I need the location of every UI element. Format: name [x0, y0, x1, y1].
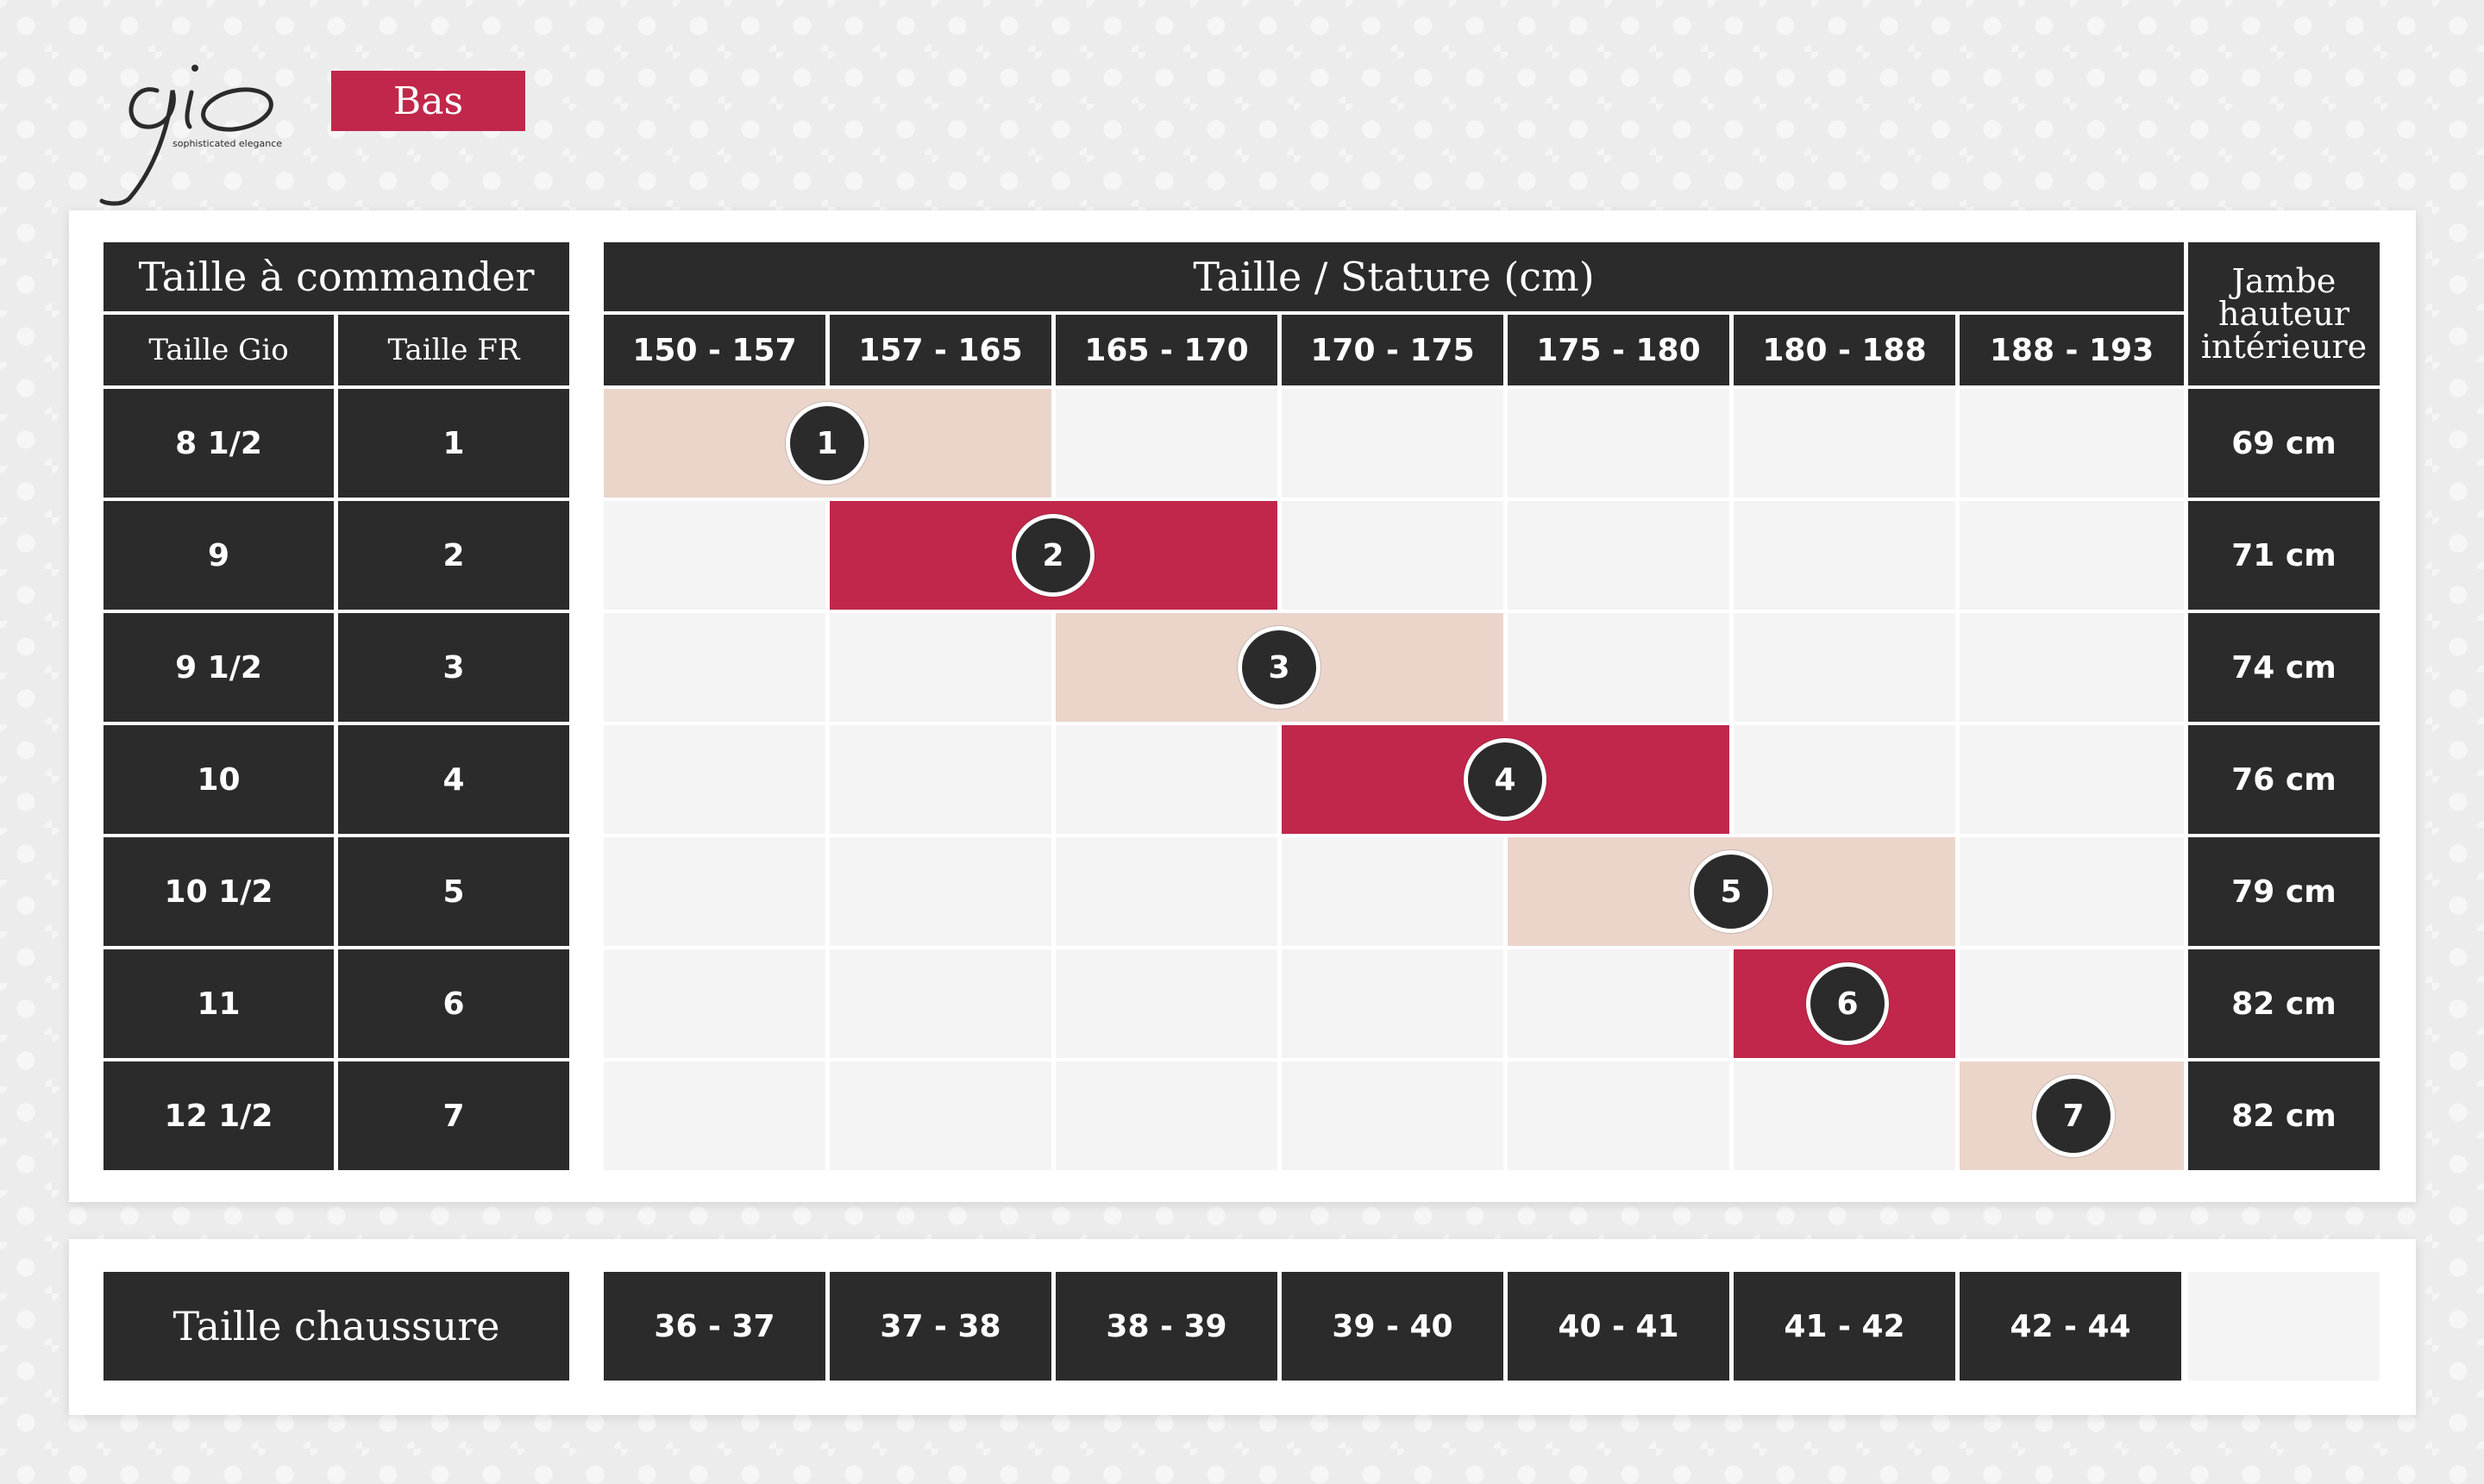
size-badge: 7: [2032, 1074, 2115, 1157]
shoe-empty-cell: [2188, 1272, 2380, 1381]
grid-cell: [1056, 725, 1277, 834]
grid-cell: [1960, 613, 2184, 722]
order-size-header: Taille à commander: [104, 242, 569, 311]
stature-range-3: 165 - 170: [1056, 315, 1277, 385]
stature-range-7: 188 - 193: [1960, 315, 2184, 385]
brand-tagline: sophisticated elegance: [172, 138, 283, 149]
fr-size-cell: 1: [338, 389, 569, 498]
fr-size-header: Taille FR: [338, 315, 569, 385]
inseam-cell: 71 cm: [2188, 501, 2380, 610]
inseam-cell: 74 cm: [2188, 613, 2380, 722]
grid-cell: [1508, 389, 1729, 498]
grid-cell: [604, 1061, 825, 1170]
stature-header: Taille / Stature (cm): [604, 242, 2184, 311]
stature-range-5: 175 - 180: [1508, 315, 1729, 385]
inseam-header: Jambe hauteur intérieure: [2188, 242, 2380, 385]
shoe-size-cell: 38 - 39: [1056, 1272, 1277, 1381]
gio-size-cell: 9: [104, 501, 334, 610]
grid-cell: [604, 501, 825, 610]
inseam-header-line-3: intérieure: [2200, 328, 2368, 366]
shoe-size-cell: 39 - 40: [1282, 1272, 1503, 1381]
grid-cell: [1508, 949, 1729, 1058]
inseam-cell: 82 cm: [2188, 949, 2380, 1058]
grid-cell: [1282, 837, 1503, 946]
grid-cell: [604, 837, 825, 946]
fr-size-cell: 2: [338, 501, 569, 610]
shoe-size-cell: 41 - 42: [1734, 1272, 1955, 1381]
stature-range-4: 170 - 175: [1282, 315, 1503, 385]
inseam-cell: 69 cm: [2188, 389, 2380, 498]
grid-cell: [1508, 1061, 1729, 1170]
inseam-cell: 79 cm: [2188, 837, 2380, 946]
gio-size-cell: 12 1/2: [104, 1061, 334, 1170]
gio-size-cell: 9 1/2: [104, 613, 334, 722]
inseam-header-line-2: hauteur: [2218, 295, 2349, 333]
shoe-size-cell: 40 - 41: [1508, 1272, 1729, 1381]
grid-cell: [830, 837, 1051, 946]
grid-cell: [1056, 837, 1277, 946]
grid-cell: [830, 949, 1051, 1058]
grid-cell: [1508, 613, 1729, 722]
grid-cell: [830, 613, 1051, 722]
gio-size-cell: 10: [104, 725, 334, 834]
grid-cell: [1734, 389, 1955, 498]
stature-range-2: 157 - 165: [830, 315, 1051, 385]
size-badge: 4: [1464, 738, 1546, 821]
fr-size-cell: 5: [338, 837, 569, 946]
shoe-size-cell: 37 - 38: [830, 1272, 1051, 1381]
grid-cell: [1282, 949, 1503, 1058]
shoe-size-label: Taille chaussure: [104, 1272, 569, 1381]
grid-cell: [604, 725, 825, 834]
size-badge: 5: [1690, 850, 1772, 933]
grid-cell: [1508, 501, 1729, 610]
grid-cell: [1960, 389, 2184, 498]
grid-cell: [1282, 501, 1503, 610]
grid-cell: [1960, 837, 2184, 946]
size-badge: 1: [786, 402, 869, 485]
category-badge: Bas: [331, 71, 525, 131]
fr-size-cell: 7: [338, 1061, 569, 1170]
grid-cell: [1734, 725, 1955, 834]
grid-cell: [1056, 389, 1277, 498]
size-badge: 6: [1806, 962, 1889, 1045]
grid-cell: [1734, 613, 1955, 722]
gio-size-cell: 8 1/2: [104, 389, 334, 498]
shoe-size-cell: 36 - 37: [604, 1272, 825, 1381]
gio-size-cell: 11: [104, 949, 334, 1058]
grid-cell: [1734, 1061, 1955, 1170]
inseam-cell: 82 cm: [2188, 1061, 2380, 1170]
grid-cell: [1282, 1061, 1503, 1170]
inseam-header-line-1: Jambe: [2231, 262, 2337, 300]
grid-cell: [830, 1061, 1051, 1170]
fr-size-cell: 3: [338, 613, 569, 722]
inseam-cell: 76 cm: [2188, 725, 2380, 834]
grid-cell: [1282, 389, 1503, 498]
grid-cell: [1960, 949, 2184, 1058]
size-badge: 3: [1238, 626, 1320, 709]
fr-size-cell: 6: [338, 949, 569, 1058]
grid-cell: [1734, 501, 1955, 610]
gio-logo-icon: [99, 65, 273, 206]
grid-cell: [830, 725, 1051, 834]
fr-size-cell: 4: [338, 725, 569, 834]
size-badge: 2: [1012, 514, 1095, 597]
gio-size-header: Taille Gio: [104, 315, 334, 385]
stature-range-6: 180 - 188: [1734, 315, 1955, 385]
grid-cell: [1056, 949, 1277, 1058]
shoe-size-cell: 42 - 44: [1960, 1272, 2181, 1381]
grid-cell: [604, 949, 825, 1058]
gio-size-cell: 10 1/2: [104, 837, 334, 946]
grid-cell: [1056, 1061, 1277, 1170]
stature-range-1: 150 - 157: [604, 315, 825, 385]
brand-logo: [95, 30, 293, 211]
grid-cell: [604, 613, 825, 722]
grid-cell: [1960, 501, 2184, 610]
grid-cell: [1960, 725, 2184, 834]
